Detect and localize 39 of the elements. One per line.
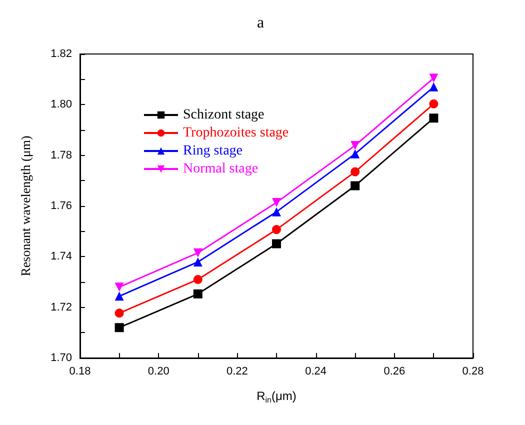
- x-tick-label: 0.26: [384, 366, 406, 378]
- point: [429, 99, 438, 108]
- point: [193, 248, 202, 258]
- x-tick-label: 0.24: [305, 366, 327, 378]
- point: [272, 198, 281, 207]
- point: [114, 282, 124, 292]
- point: [350, 181, 360, 190]
- legend-label: Schizont stage: [183, 108, 264, 122]
- point: [114, 323, 124, 332]
- point: [429, 74, 438, 83]
- point: [350, 140, 360, 150]
- y-tick-label: 1.80: [50, 98, 72, 111]
- point: [114, 292, 124, 301]
- x-tick-label: 0.20: [148, 366, 170, 378]
- chart-title: a: [256, 14, 264, 32]
- point: [350, 149, 360, 158]
- y-axis-title: Resonant wavelength (μm): [18, 136, 33, 276]
- x-tick-label: 0.18: [69, 366, 91, 378]
- x-tick-label: 0.28: [462, 366, 484, 378]
- y-tick-label: 1.78: [50, 149, 72, 162]
- legend-label: Trophozoites stage: [183, 126, 289, 140]
- point: [272, 239, 281, 248]
- point: [193, 274, 202, 284]
- point: [193, 289, 202, 298]
- legend-label: Ring stage: [183, 144, 242, 158]
- y-tick-label: 1.82: [50, 48, 72, 60]
- x-tick-label: 0.22: [226, 366, 248, 378]
- point: [193, 257, 202, 266]
- y-tick-label: 1.72: [50, 301, 72, 314]
- y-tick-label: 1.70: [50, 352, 72, 364]
- y-tick-label: 1.76: [50, 200, 72, 212]
- point: [114, 308, 124, 318]
- y-tick-label: 1.74: [50, 250, 72, 263]
- point: [429, 82, 438, 92]
- legend-label: Normal stage: [183, 162, 258, 176]
- point: [429, 114, 438, 123]
- point: [272, 225, 281, 234]
- point: [272, 207, 281, 216]
- point: [350, 167, 360, 176]
